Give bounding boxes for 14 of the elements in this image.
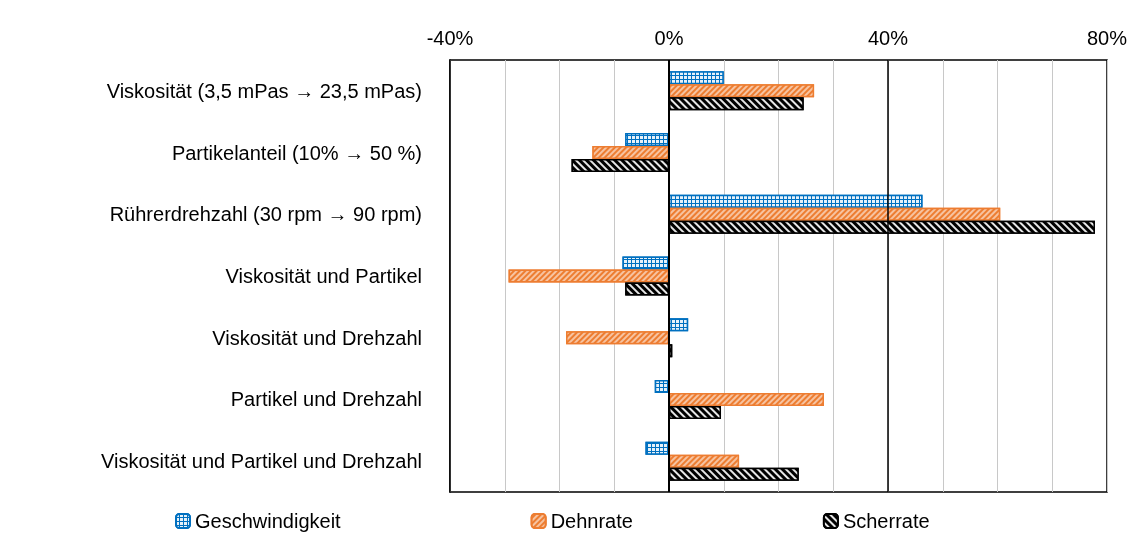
x-tick-label: 80% xyxy=(1086,27,1128,49)
x-tick-label: 0% xyxy=(654,27,684,49)
y-tick-label: Partikelanteil (10% → 50 %) xyxy=(171,141,422,164)
x-tick-label: 40% xyxy=(867,27,909,49)
y-tick-label: Viskosität (3,5 mPas → 23,5 mPas) xyxy=(106,79,422,102)
y-tick-label: Viskosität und Drehzahl xyxy=(212,326,422,349)
legend-label: Scherrate xyxy=(842,510,930,532)
x-tick-label: -40% xyxy=(426,27,474,49)
legend-label: Dehnrate xyxy=(550,510,633,532)
y-tick-label: Rührerdrehzahl (30 rpm → 90 rpm) xyxy=(109,203,422,226)
y-tick-label: Partikel und Drehzahl xyxy=(230,388,422,411)
y-tick-label: Viskosität und Partikel und Drehzahl xyxy=(101,450,422,473)
y-tick-label: Viskosität und Partikel xyxy=(225,265,422,287)
legend-label: Geschwindigkeit xyxy=(195,510,342,532)
